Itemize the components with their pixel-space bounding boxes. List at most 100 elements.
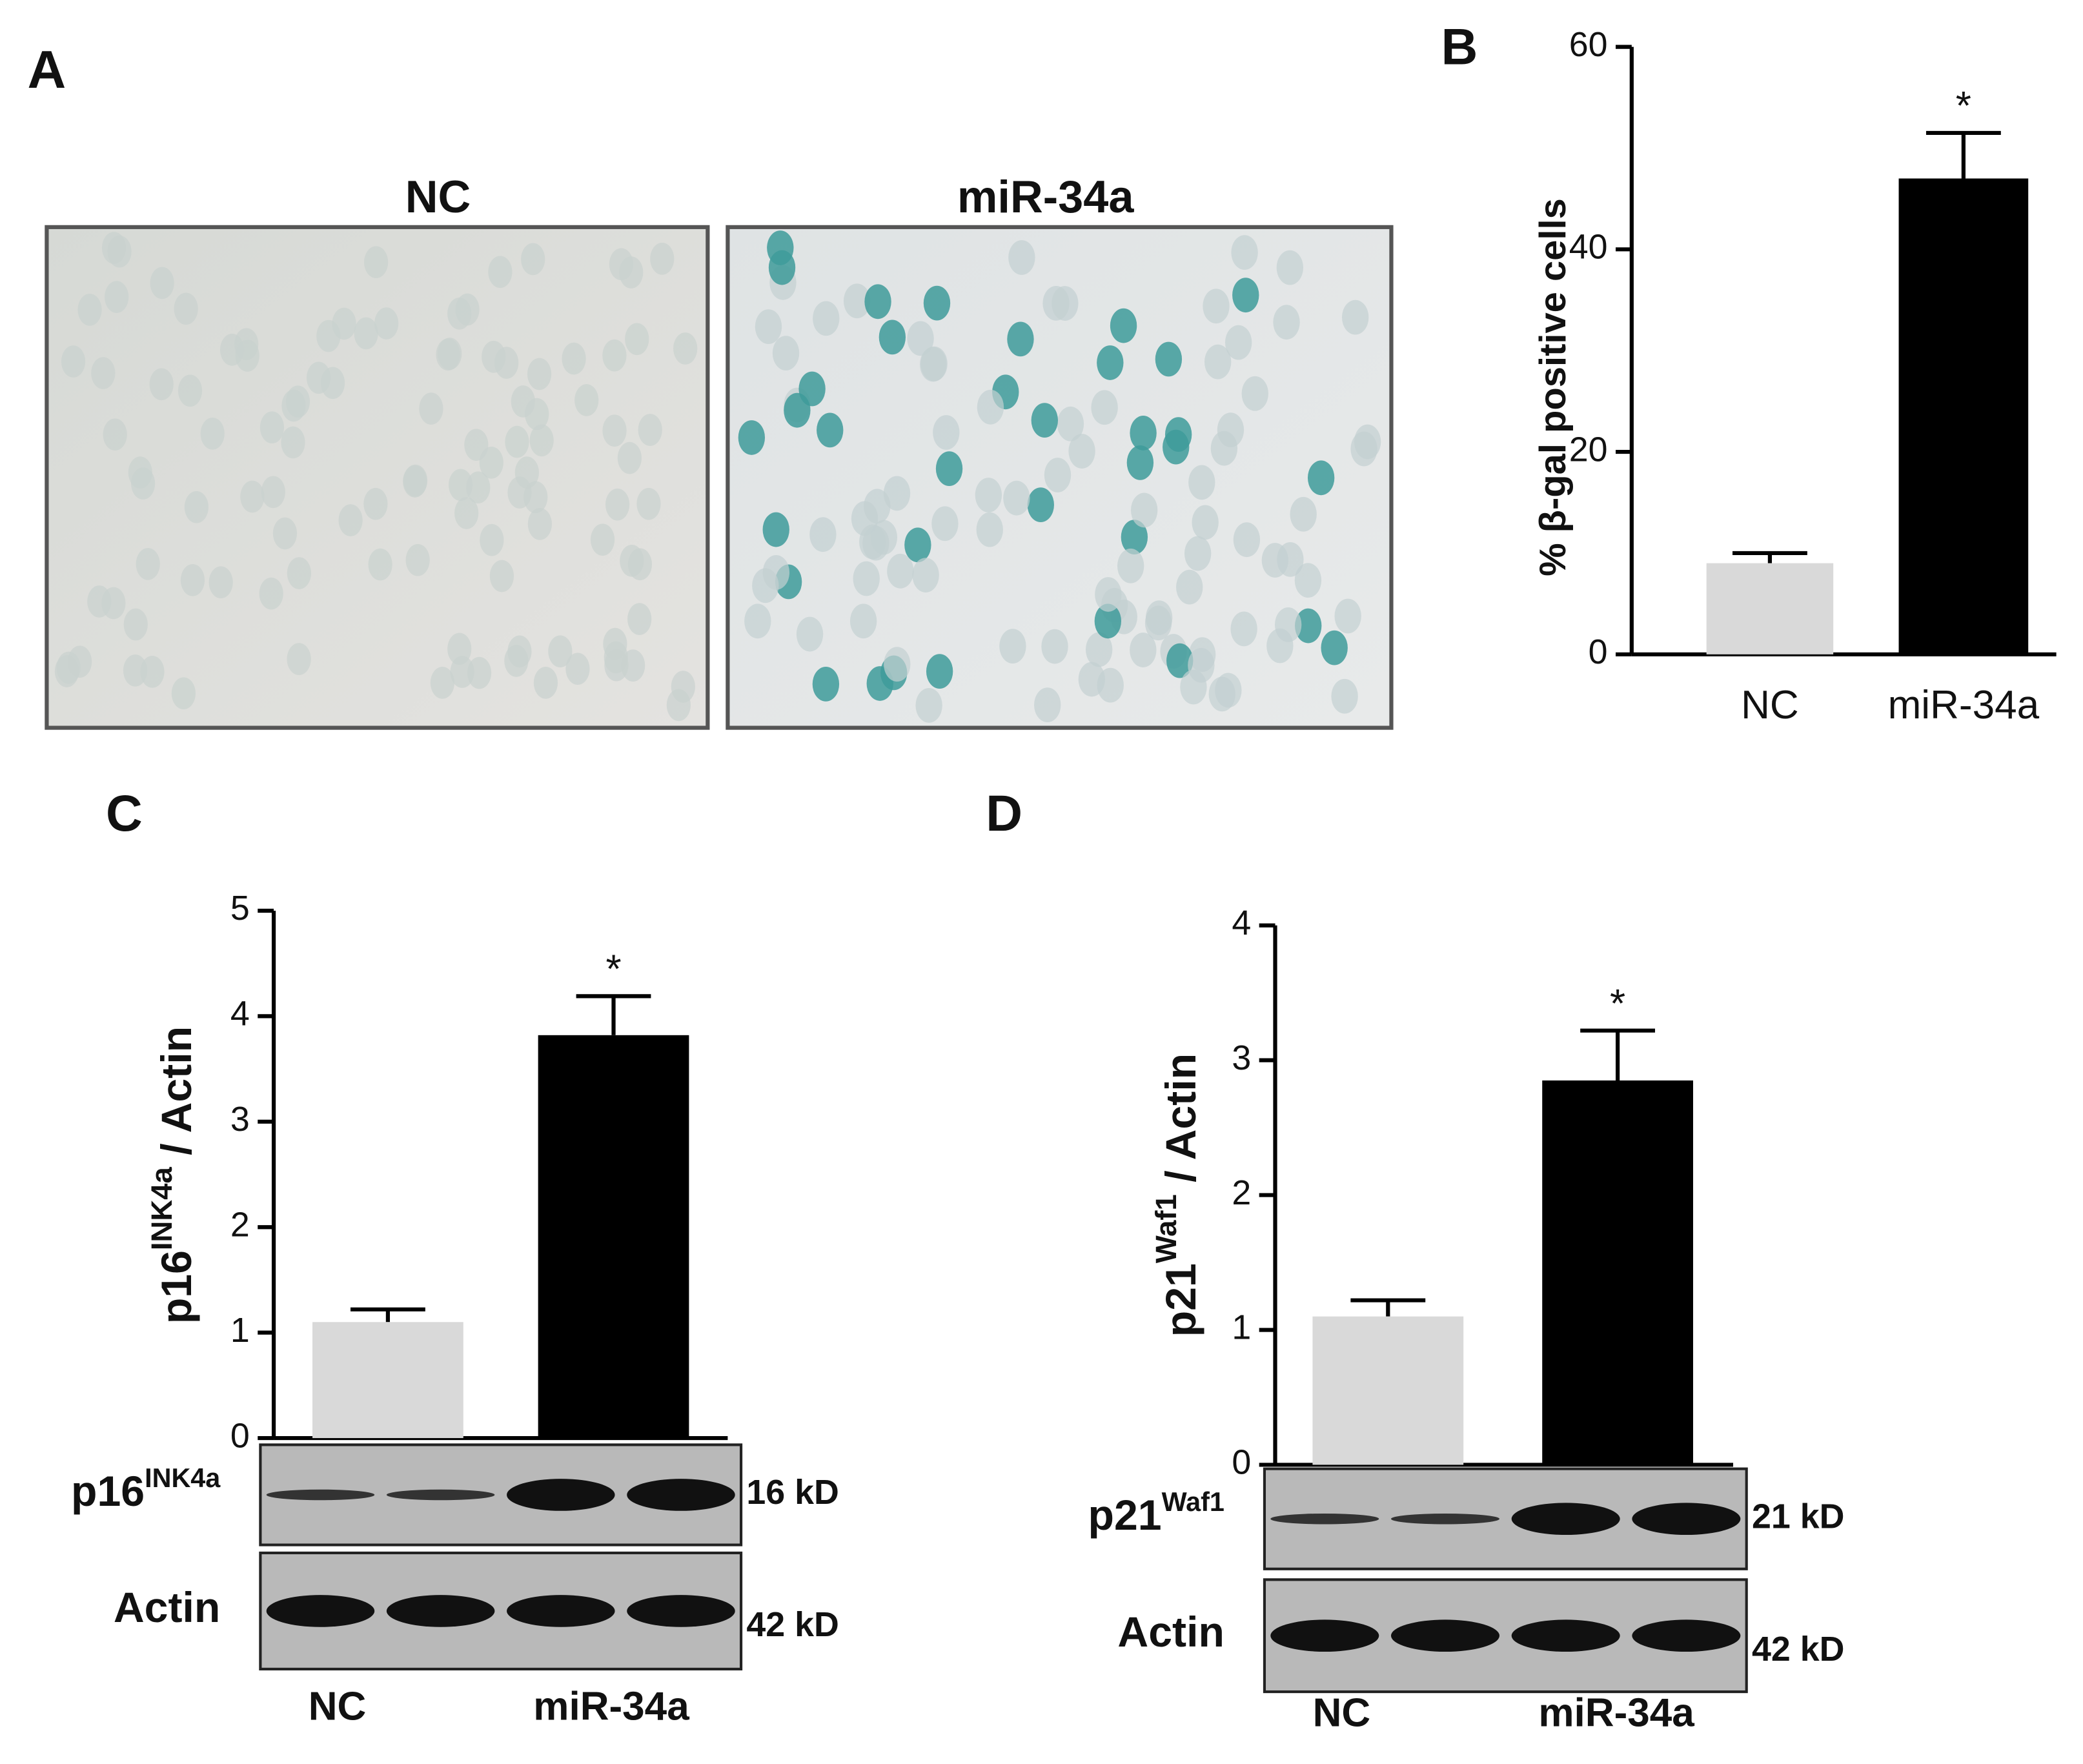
cell [870, 520, 898, 555]
cell [140, 655, 165, 688]
cell [923, 285, 951, 321]
cell [527, 358, 552, 390]
cell [488, 256, 513, 289]
lane-label: NC [309, 1684, 367, 1729]
cell [374, 307, 399, 340]
cell [767, 230, 794, 265]
band [266, 1489, 375, 1501]
cell [1295, 608, 1322, 644]
cell [287, 557, 312, 589]
cell [1117, 548, 1144, 583]
image-title: NC [405, 171, 471, 222]
cell [1130, 492, 1158, 528]
blot-label: Actin [1117, 1609, 1224, 1657]
cell [904, 527, 931, 563]
cell [1266, 628, 1294, 664]
cell [178, 374, 203, 407]
cell [1331, 678, 1358, 714]
blot-size: 16 kD [746, 1473, 838, 1512]
cell [625, 323, 649, 356]
band [507, 1479, 615, 1511]
cell [926, 654, 953, 689]
cell [1203, 289, 1230, 324]
cell [363, 487, 388, 520]
cell [1155, 341, 1183, 377]
band [507, 1595, 615, 1627]
cell [1130, 633, 1157, 667]
y-tick-label: 5 [230, 889, 250, 928]
cell [813, 301, 840, 336]
band [1632, 1503, 1741, 1536]
panel-label: C [106, 785, 143, 842]
cell [1121, 520, 1148, 555]
bar [312, 1322, 463, 1439]
cell [1232, 278, 1259, 313]
cell [1184, 536, 1212, 571]
cell [430, 667, 455, 699]
cell [261, 476, 285, 509]
cell [1007, 321, 1034, 357]
cell [1126, 445, 1154, 480]
y-axis-label: % β-gal positive cells [1532, 198, 1574, 576]
cell [464, 429, 489, 461]
cell [1094, 603, 1122, 639]
cell [354, 317, 378, 350]
cell [1210, 431, 1238, 466]
blot-label: p16INK4a [71, 1463, 221, 1516]
cell [772, 336, 800, 371]
y-axis-label-part: p21 [1157, 1263, 1205, 1337]
cell [480, 523, 504, 556]
cell [620, 544, 644, 577]
cell [454, 497, 479, 529]
y-axis-label-part: INK4a [145, 1166, 178, 1250]
cell [933, 415, 960, 450]
cell [1204, 344, 1232, 380]
cell [105, 281, 129, 313]
cell [920, 347, 947, 382]
cell [68, 645, 92, 678]
annotation: * [605, 947, 621, 991]
y-axis-label-part: / Actin [154, 1026, 201, 1167]
cell [935, 451, 963, 487]
cell [1334, 598, 1361, 634]
cell [617, 441, 642, 474]
y-axis-label-part: p16 [154, 1250, 201, 1324]
cell [123, 608, 148, 641]
cell [1057, 406, 1084, 441]
cell [853, 561, 880, 596]
cell [907, 321, 934, 356]
cell [504, 645, 529, 677]
cell [101, 587, 126, 620]
cell [1276, 250, 1304, 285]
cell [405, 543, 430, 576]
y-tick-label: 40 [1569, 228, 1608, 267]
cell [864, 489, 891, 524]
cell [438, 338, 462, 370]
cell [574, 384, 599, 416]
y-axis-label-part: % β-gal positive cells [1532, 198, 1574, 576]
cell [627, 603, 652, 635]
band [1390, 1619, 1500, 1652]
image-title: miR-34a [957, 171, 1135, 222]
cell [107, 235, 132, 268]
cell [1164, 417, 1192, 452]
y-tick-label: 0 [1589, 633, 1608, 671]
cell [744, 603, 771, 639]
cell [809, 517, 837, 553]
y-tick-label: 4 [230, 995, 250, 1033]
blot-size: 42 kD [746, 1605, 838, 1644]
y-tick-label: 60 [1569, 25, 1608, 64]
cell [1230, 611, 1257, 647]
bar [1898, 178, 2029, 654]
cell [602, 414, 627, 447]
cell [864, 284, 891, 319]
cell [562, 342, 586, 375]
cell [521, 243, 545, 276]
cell [590, 523, 615, 556]
y-tick-label: 2 [230, 1205, 250, 1244]
cell [1188, 465, 1215, 500]
cell [200, 418, 225, 450]
cell [975, 478, 1002, 512]
cell [884, 647, 911, 682]
